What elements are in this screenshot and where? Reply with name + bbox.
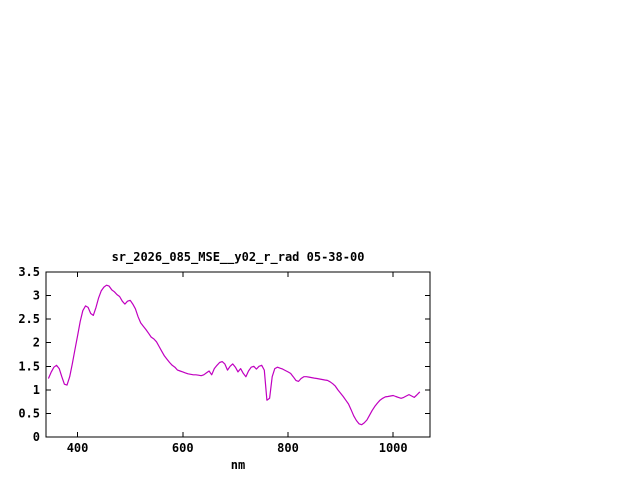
y-tick-label: 3 [33, 289, 40, 303]
y-tick-label: 0.5 [18, 406, 40, 420]
y-tick-label: 1 [33, 383, 40, 397]
series-line [47, 284, 421, 426]
x-axis-label: nm [230, 458, 246, 472]
x-tick-label: 400 [67, 441, 89, 455]
y-tick-label: 1.5 [18, 359, 40, 373]
x-tick-label: 600 [172, 441, 194, 455]
y-tick-label: 2.5 [18, 312, 40, 326]
y-tick-label: 3.5 [18, 265, 40, 279]
y-tick-label: 0 [33, 430, 40, 444]
x-tick-label: 1000 [379, 441, 408, 455]
chart-title: sr_2026_085_MSE__y02_r_rad 05-38-00 [111, 250, 365, 264]
y-tick-label: 2 [33, 336, 40, 350]
x-tick-label: 800 [277, 441, 299, 455]
plot-border [45, 271, 431, 438]
